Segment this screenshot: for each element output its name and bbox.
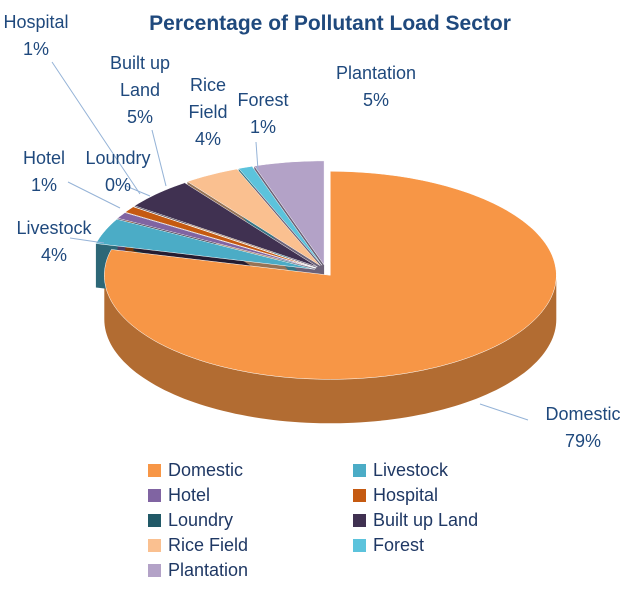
label-value: 79% [564,431,602,451]
label-value: 1% [30,175,57,195]
legend-item: Forest [353,535,424,556]
label-name: Hotel [22,148,66,168]
data-label: Built up Land 5% [100,50,180,131]
leader-line [67,181,121,209]
legend-item: Livestock [353,460,448,481]
legend-text: Hospital [373,485,439,505]
legend-text: Livestock [373,460,449,480]
legend-swatch [353,539,366,552]
data-label: Hospital 1% [0,9,81,63]
legend-text: Built up Land [373,510,479,530]
label-name: Plantation [335,63,417,83]
legend-item: Loundry [148,510,233,531]
label-name: Loundry [85,148,151,168]
legend-text: Loundry [168,510,234,530]
label-name: Rice Field [188,75,228,122]
legend-text: Hotel [168,485,211,505]
slice [104,171,557,380]
data-label: Hotel 1% [14,145,74,199]
slice [117,212,316,269]
data-label: Forest 1% [228,87,298,141]
leader-line [125,185,151,197]
legend-item: Hospital [353,485,438,506]
leader-line [69,237,105,244]
legend-text: Domestic [168,460,244,480]
legend-swatch [353,514,366,527]
legend-swatch [148,489,161,502]
legend-item: Domestic [148,460,243,481]
legend-swatch [353,464,366,477]
label-value: 1% [249,117,276,137]
slice [238,166,323,266]
chart-title: Percentage of Pollutant Load Sector [149,12,511,35]
data-label: Loundry 0% [73,145,163,199]
data-label: Plantation 5% [321,60,431,114]
legend-item: Hotel [148,485,210,506]
slice [95,218,315,270]
data-label: Livestock 4% [4,215,104,269]
legend-item: Rice Field [148,535,248,556]
legend-item: Built up Land [353,510,478,531]
slice [186,168,321,266]
legend-swatch [148,514,161,527]
slice-side [104,275,557,424]
legend-text: Plantation [168,560,249,580]
slice [253,160,325,266]
label-value: 5% [126,107,153,127]
label-value: 4% [40,245,67,265]
label-name: Domestic [545,404,621,424]
leader-line [479,403,529,421]
data-label: Domestic 79% [523,401,627,455]
slice [124,206,317,269]
label-value: 4% [194,129,221,149]
slice [134,182,318,268]
legend-item: Plantation [148,560,248,581]
leader-line [51,61,141,195]
label-name: Hospital [3,12,69,32]
slice [133,206,317,269]
data-label: Rice Field 4% [183,72,233,153]
legend-swatch [148,464,161,477]
label-value: 5% [362,90,389,110]
leader-line [255,141,259,171]
legend-swatch [148,539,161,552]
label-value: 1% [22,39,49,59]
label-name: Forest [237,90,289,110]
legend-swatch [148,564,161,577]
legend-text: Forest [373,535,425,555]
legend-swatch [353,489,366,502]
label-value: 0% [104,175,131,195]
legend-text: Rice Field [168,535,249,555]
label-name: Built up Land [109,53,171,100]
label-name: Livestock [16,218,92,238]
leader-line [151,129,167,187]
